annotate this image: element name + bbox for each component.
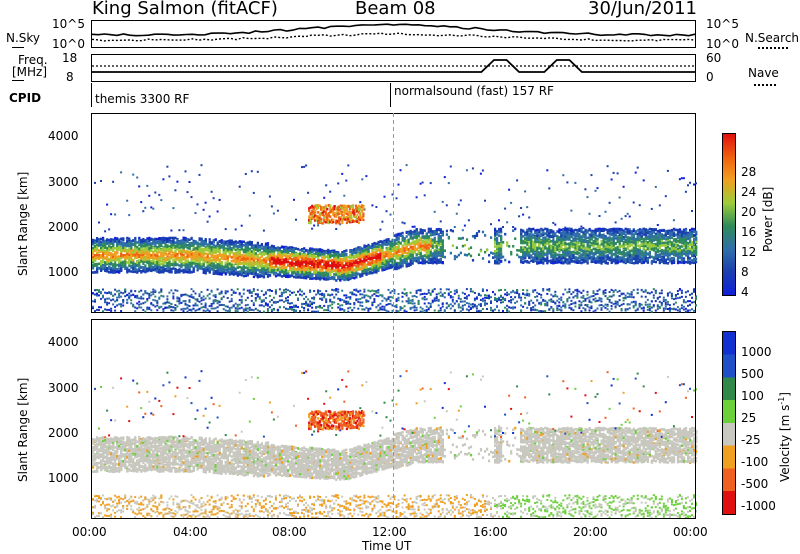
nsky-left-tick-low: 10^0	[52, 37, 85, 51]
nave-dotted	[754, 84, 776, 86]
freq-underline	[12, 80, 24, 81]
nsky-underline	[12, 47, 24, 48]
nave-tick-high: 60	[706, 51, 722, 65]
nave-tick-low: 0	[706, 70, 714, 84]
cpid-divider-start	[91, 83, 92, 107]
nsearch-label: N.Search	[745, 31, 800, 45]
nsearch-dotted	[758, 47, 788, 49]
date-title: 30/Jun/2011	[588, 0, 697, 19]
power-panel	[91, 113, 696, 313]
nsky-right-tick-low: 10^0	[706, 37, 739, 51]
station-title: King Salmon (fitACF)	[92, 0, 278, 19]
nave-label: Nave	[748, 66, 779, 80]
cpid-segment-1: themis 3300 RF	[95, 92, 190, 106]
freq-tick-low: 8	[66, 70, 74, 84]
beam-title: Beam 08	[355, 0, 436, 19]
nsky-label: N.Sky	[6, 31, 41, 45]
nsky-left-tick-high: 10^5	[52, 17, 85, 31]
cpid-segment-2: normalsound (fast) 157 RF	[394, 84, 554, 98]
freq-tick-high: 18	[62, 51, 78, 65]
cpid-divider-noon	[390, 83, 391, 107]
nsky-panel	[91, 20, 696, 48]
freq-panel	[91, 54, 696, 82]
cpid-label: CPID	[9, 91, 42, 105]
nsky-right-tick-high: 10^5	[706, 17, 739, 31]
mhz-label: [MHz]	[12, 65, 48, 79]
